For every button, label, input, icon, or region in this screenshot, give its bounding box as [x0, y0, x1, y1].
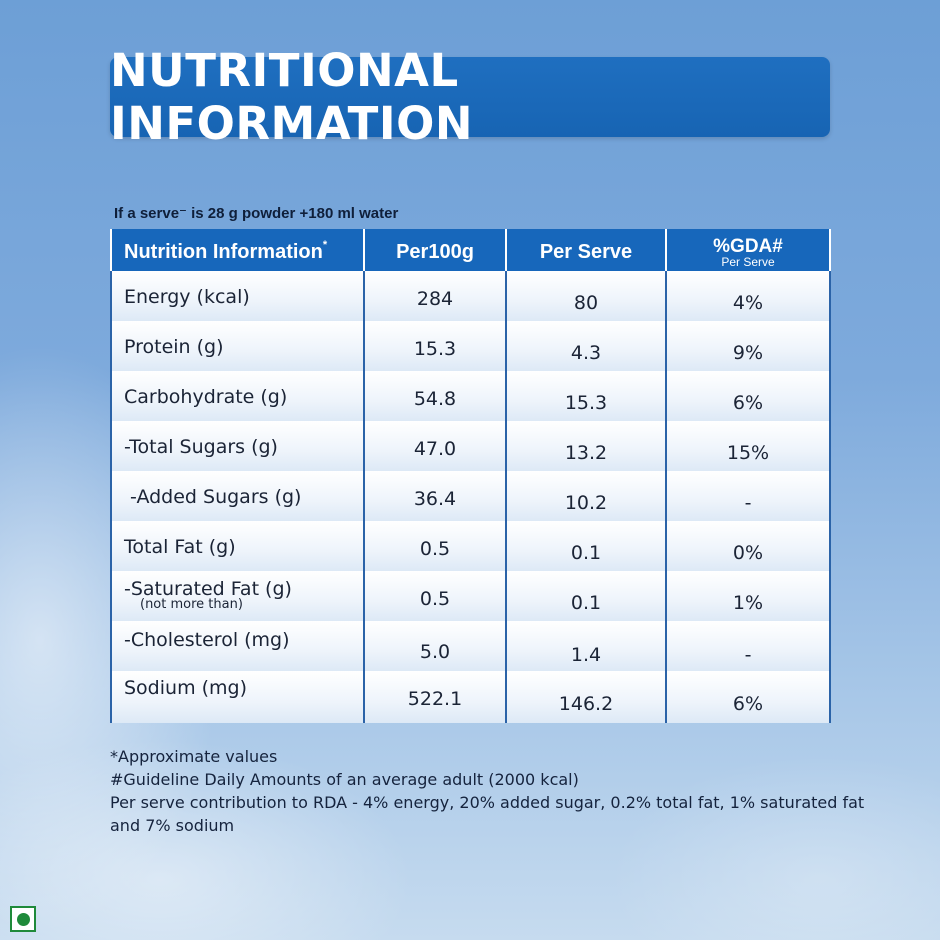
per-serve-cell: 80	[505, 271, 667, 321]
per100g-cell: 15.3	[363, 321, 507, 371]
row-label-note: (not more than)	[140, 597, 243, 612]
per100g-cell: 36.4	[363, 471, 507, 521]
footnote-gda: #Guideline Daily Amounts of an average a…	[110, 770, 579, 789]
nutrition-table: Nutrition Information* Per100g Per Serve…	[110, 229, 831, 723]
row-label: Sodium (mg)	[110, 671, 365, 723]
header-gda-label: %GDA#	[713, 235, 783, 257]
per100g-cell: 47.0	[363, 421, 507, 471]
per-serve-cell: 15.3	[505, 371, 667, 421]
table-row: Total Fat (g) 0.5 0.1 0%	[110, 521, 831, 571]
table-row: Protein (g) 15.3 4.3 9%	[110, 321, 831, 371]
header-nutrition-label: Nutrition Information	[124, 240, 323, 263]
gda-cell: -	[665, 621, 831, 671]
table-row: -Cholesterol (mg) 5.0 1.4 -	[110, 621, 831, 671]
per100g-cell: 0.5	[363, 521, 507, 571]
gda-cell: 0%	[665, 521, 831, 571]
per100g-cell: 0.5	[363, 571, 507, 621]
serve-note: If a serve⁻ is 28 g powder +180 ml water	[114, 205, 399, 222]
per-serve-cell: 13.2	[505, 421, 667, 471]
table-row: -Saturated Fat (g) (not more than) 0.5 0…	[110, 571, 831, 621]
header-per-serve: Per Serve	[505, 229, 667, 271]
header-asterisk: *	[322, 238, 328, 251]
per100g-cell: 522.1	[363, 671, 507, 723]
header-gda: %GDA# Per Serve	[665, 229, 831, 271]
row-label: -Total Sugars (g)	[110, 421, 365, 471]
veg-dot	[16, 912, 30, 926]
table-row: Sodium (mg) 522.1 146.2 6%	[110, 671, 831, 723]
row-label: Energy (kcal)	[110, 271, 365, 321]
header-gda-sub: Per Serve	[721, 254, 775, 269]
page-title: NUTRITIONAL INFORMATION	[110, 44, 474, 150]
header-per100g: Per100g	[363, 229, 507, 271]
per100g-cell: 54.8	[363, 371, 507, 421]
gda-cell: 1%	[665, 571, 831, 621]
per-serve-cell: 10.2	[505, 471, 667, 521]
row-label: Carbohydrate (g)	[110, 371, 365, 421]
table-row: -Added Sugars (g) 36.4 10.2 -	[110, 471, 831, 521]
table-header-row: Nutrition Information* Per100g Per Serve…	[110, 229, 831, 271]
gda-cell: 9%	[665, 321, 831, 371]
veg-icon	[10, 906, 36, 932]
footnote-rda-cont: and 7% sodium	[110, 816, 235, 835]
row-label: -Added Sugars (g)	[110, 471, 365, 521]
gda-cell: 15%	[665, 421, 831, 471]
table-row: Energy (kcal) 284 80 4%	[110, 271, 831, 321]
per-serve-cell: 4.3	[505, 321, 667, 371]
per-serve-cell: 0.1	[505, 571, 667, 621]
row-label: Protein (g)	[110, 321, 365, 371]
per100g-cell: 5.0	[363, 621, 507, 671]
header-nutrition-information: Nutrition Information*	[110, 229, 365, 271]
per100g-cell: 284	[363, 271, 507, 321]
gda-cell: -	[665, 471, 831, 521]
gda-cell: 6%	[665, 371, 831, 421]
per-serve-cell: 1.4	[505, 621, 667, 671]
title-banner: NUTRITIONAL INFORMATION	[110, 44, 830, 150]
per-serve-cell: 146.2	[505, 671, 667, 723]
footnote-approximate: *Approximate values	[110, 747, 278, 766]
gda-cell: 6%	[665, 671, 831, 723]
table-row: -Total Sugars (g) 47.0 13.2 15%	[110, 421, 831, 471]
row-label-saturated-fat: -Saturated Fat (g) (not more than)	[110, 571, 365, 621]
footnote-rda: Per serve contribution to RDA - 4% energ…	[110, 793, 865, 812]
row-label: Total Fat (g)	[110, 521, 365, 571]
per-serve-cell: 0.1	[505, 521, 667, 571]
table-row: Carbohydrate (g) 54.8 15.3 6%	[110, 371, 831, 421]
row-label: -Saturated Fat (g)	[124, 578, 292, 600]
row-label: -Cholesterol (mg)	[110, 621, 365, 671]
footnotes: *Approximate values #Guideline Daily Amo…	[110, 745, 870, 837]
gda-cell: 4%	[665, 271, 831, 321]
